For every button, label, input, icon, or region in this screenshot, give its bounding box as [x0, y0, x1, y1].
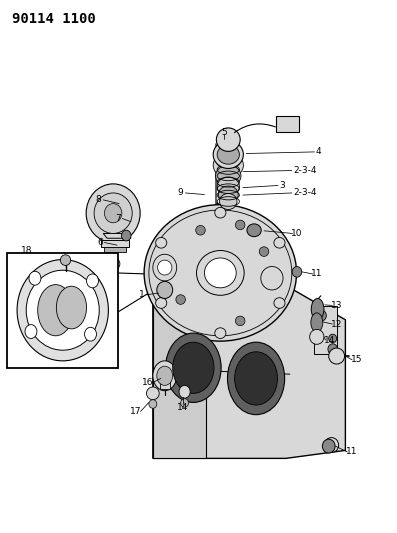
- Ellipse shape: [179, 385, 190, 398]
- Ellipse shape: [173, 342, 214, 393]
- Ellipse shape: [274, 297, 285, 308]
- Ellipse shape: [311, 298, 324, 320]
- Text: 18: 18: [21, 246, 33, 255]
- Ellipse shape: [204, 258, 236, 288]
- Ellipse shape: [85, 327, 96, 341]
- Ellipse shape: [213, 152, 243, 178]
- Text: 11: 11: [346, 448, 357, 456]
- Text: 10: 10: [291, 229, 303, 238]
- Ellipse shape: [149, 400, 157, 408]
- Ellipse shape: [157, 281, 173, 298]
- Ellipse shape: [247, 224, 261, 237]
- Ellipse shape: [216, 128, 240, 151]
- Ellipse shape: [274, 238, 285, 248]
- Ellipse shape: [235, 316, 245, 326]
- Ellipse shape: [25, 325, 37, 338]
- Ellipse shape: [220, 193, 237, 209]
- Text: 4: 4: [316, 148, 321, 156]
- Ellipse shape: [227, 342, 285, 415]
- Bar: [7, 253, 118, 368]
- Ellipse shape: [235, 220, 245, 230]
- Ellipse shape: [146, 387, 159, 400]
- Ellipse shape: [235, 352, 278, 405]
- Ellipse shape: [144, 205, 297, 341]
- Text: 12: 12: [331, 320, 342, 328]
- Bar: [160, 373, 170, 389]
- Ellipse shape: [218, 186, 238, 203]
- Ellipse shape: [104, 204, 122, 223]
- Polygon shape: [101, 240, 129, 247]
- Ellipse shape: [329, 334, 337, 343]
- Polygon shape: [153, 290, 206, 458]
- Polygon shape: [103, 233, 131, 238]
- Text: 90114 1100: 90114 1100: [12, 12, 96, 26]
- Ellipse shape: [86, 184, 140, 243]
- Ellipse shape: [215, 207, 226, 218]
- Bar: [314, 306, 337, 354]
- Ellipse shape: [153, 361, 177, 391]
- Ellipse shape: [311, 313, 323, 332]
- Text: 3: 3: [279, 181, 285, 190]
- Ellipse shape: [313, 316, 321, 324]
- Ellipse shape: [87, 274, 98, 288]
- Text: 14: 14: [177, 403, 188, 412]
- Text: 8: 8: [96, 196, 101, 204]
- Ellipse shape: [60, 255, 71, 265]
- Ellipse shape: [176, 295, 185, 304]
- Ellipse shape: [322, 439, 335, 453]
- Ellipse shape: [29, 271, 41, 285]
- Text: 15: 15: [351, 356, 362, 364]
- Text: 11: 11: [311, 270, 322, 278]
- Ellipse shape: [149, 210, 292, 336]
- Ellipse shape: [217, 177, 239, 196]
- Ellipse shape: [197, 251, 244, 295]
- Text: 6: 6: [98, 238, 103, 247]
- Bar: [276, 116, 299, 132]
- Text: 13: 13: [331, 301, 342, 310]
- Ellipse shape: [215, 328, 226, 338]
- Ellipse shape: [328, 344, 337, 354]
- Text: 16: 16: [142, 378, 153, 387]
- Text: 2-3-4: 2-3-4: [293, 166, 316, 175]
- Ellipse shape: [216, 165, 241, 187]
- Ellipse shape: [217, 145, 239, 164]
- Ellipse shape: [324, 438, 339, 453]
- Polygon shape: [104, 247, 126, 252]
- Ellipse shape: [292, 266, 302, 277]
- Text: 5: 5: [222, 128, 227, 136]
- Ellipse shape: [196, 225, 205, 235]
- Ellipse shape: [121, 230, 131, 241]
- Ellipse shape: [17, 260, 108, 361]
- Ellipse shape: [94, 193, 132, 233]
- Ellipse shape: [213, 141, 243, 168]
- Ellipse shape: [329, 348, 345, 364]
- Ellipse shape: [156, 238, 167, 248]
- Ellipse shape: [259, 247, 269, 256]
- Ellipse shape: [158, 260, 172, 275]
- Ellipse shape: [26, 270, 99, 350]
- Text: 9: 9: [178, 189, 183, 197]
- Ellipse shape: [157, 366, 173, 385]
- Ellipse shape: [310, 329, 324, 344]
- Ellipse shape: [38, 285, 73, 336]
- Ellipse shape: [317, 310, 326, 321]
- Ellipse shape: [156, 297, 167, 308]
- Text: 2-3-4: 2-3-4: [293, 189, 316, 197]
- Ellipse shape: [261, 266, 283, 290]
- Ellipse shape: [166, 333, 221, 402]
- Ellipse shape: [110, 259, 120, 269]
- Text: 14: 14: [324, 336, 335, 344]
- Text: 1: 1: [139, 290, 145, 299]
- Text: 7: 7: [116, 214, 121, 223]
- Ellipse shape: [56, 286, 87, 329]
- Ellipse shape: [153, 254, 177, 281]
- Text: 17: 17: [130, 407, 141, 416]
- Ellipse shape: [181, 399, 189, 407]
- Polygon shape: [153, 289, 345, 458]
